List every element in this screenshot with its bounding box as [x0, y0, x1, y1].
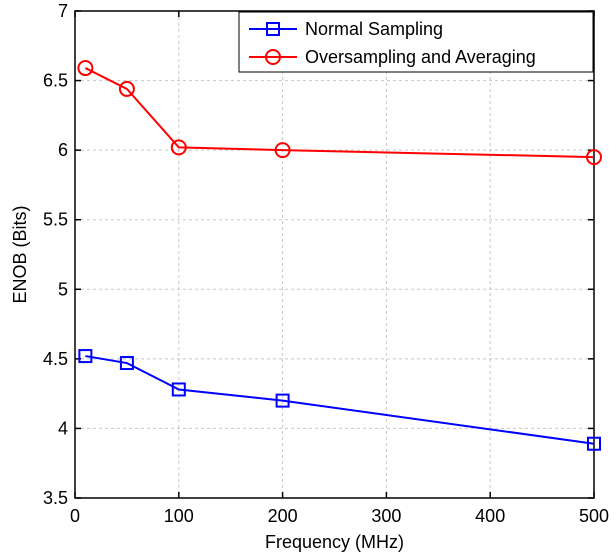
y-tick-label: 3.5 — [43, 488, 68, 508]
x-axis-label: Frequency (MHz) — [265, 532, 404, 552]
series-line-2 — [84, 67, 595, 159]
y-tick-label: 5 — [58, 279, 68, 299]
y-tick-label: 4.5 — [43, 349, 68, 369]
y-tick-label: 6 — [58, 140, 68, 160]
x-tick-label: 400 — [475, 506, 505, 526]
axis-ticks: 0 100 200 300 400 500 3.5 4 4.5 5 5.5 6 6.5 7 — [43, 1, 609, 526]
legend-marker — [266, 22, 280, 36]
data-point-marker — [77, 60, 94, 77]
x-tick-label: 100 — [164, 506, 194, 526]
data-point-marker — [78, 349, 93, 364]
y-tick-label: 4 — [58, 418, 68, 438]
data-point-marker — [275, 393, 290, 408]
x-tick-label: 200 — [268, 506, 298, 526]
y-tick-label: 6.5 — [43, 71, 68, 91]
y-tick-label: 5.5 — [43, 210, 68, 230]
plot-area-frame — [74, 10, 595, 499]
x-tick-label: 300 — [371, 506, 401, 526]
data-point-marker — [171, 382, 186, 397]
data-point-marker — [587, 436, 601, 451]
legend-marker — [265, 49, 281, 65]
series-line-1 — [85, 355, 595, 445]
x-tick-label: 0 — [70, 506, 80, 526]
legend: Normal Sampling Oversampling and Averagin… — [238, 11, 594, 73]
y-axis-label: ENOB (Bits) — [10, 205, 30, 303]
grid — [75, 11, 594, 498]
legend-entry-label: Oversampling and Averaging — [305, 47, 536, 67]
legend-entry-label: Normal Sampling — [305, 19, 443, 39]
data-point-marker — [586, 149, 602, 166]
data-point-marker — [274, 142, 291, 159]
data-point-marker — [119, 356, 134, 371]
legend-box — [238, 11, 594, 73]
x-tick-label: 500 — [579, 506, 609, 526]
data-point-marker — [118, 80, 135, 97]
data-point-marker — [170, 139, 187, 156]
series-lines — [77, 60, 602, 451]
y-tick-label: 7 — [58, 1, 68, 21]
